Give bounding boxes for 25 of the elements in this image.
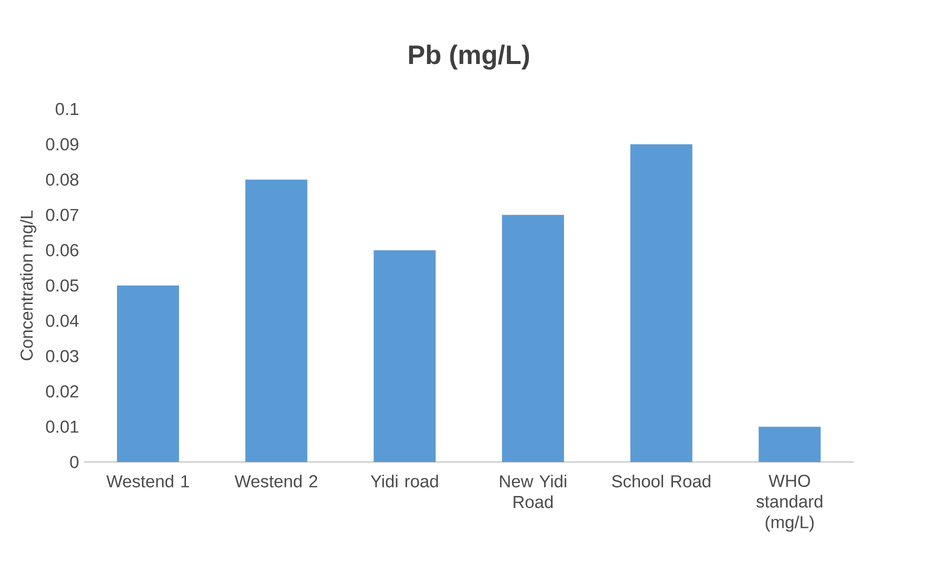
x-tick-label: WHO standard (mg/L) <box>756 474 822 532</box>
y-tick-label: 0.06 <box>46 244 78 256</box>
y-tick-label: 0.01 <box>46 420 78 433</box>
bar <box>374 250 436 462</box>
y-tick-label: 0.09 <box>46 138 78 150</box>
bar <box>502 214 564 462</box>
y-tick-label: 0 <box>70 456 78 468</box>
y-tick-label: 0.04 <box>46 314 79 327</box>
chart-title: Pb (mg/L) <box>409 44 529 70</box>
y-tick-label: 0.07 <box>46 208 78 222</box>
x-tick-label: Westend 1 <box>106 474 189 488</box>
y-axis-title: Concentration mg/L <box>20 210 36 360</box>
x-tick-label: New Yidi Road <box>500 474 566 508</box>
bar <box>630 144 692 462</box>
y-tick-label: 0.03 <box>46 350 78 362</box>
x-tick-label: Yidi road <box>370 474 438 488</box>
bar <box>117 286 180 462</box>
y-tick-label: 0.02 <box>46 385 78 398</box>
bar <box>245 180 308 462</box>
y-tick-label: 0.1 <box>56 102 78 116</box>
bar <box>758 426 821 462</box>
x-tick-label: School Road <box>612 474 710 488</box>
y-tick-label: 0.08 <box>46 173 78 186</box>
x-tick-label: Westend 2 <box>234 474 318 488</box>
y-tick-label: 0.05 <box>46 279 78 292</box>
